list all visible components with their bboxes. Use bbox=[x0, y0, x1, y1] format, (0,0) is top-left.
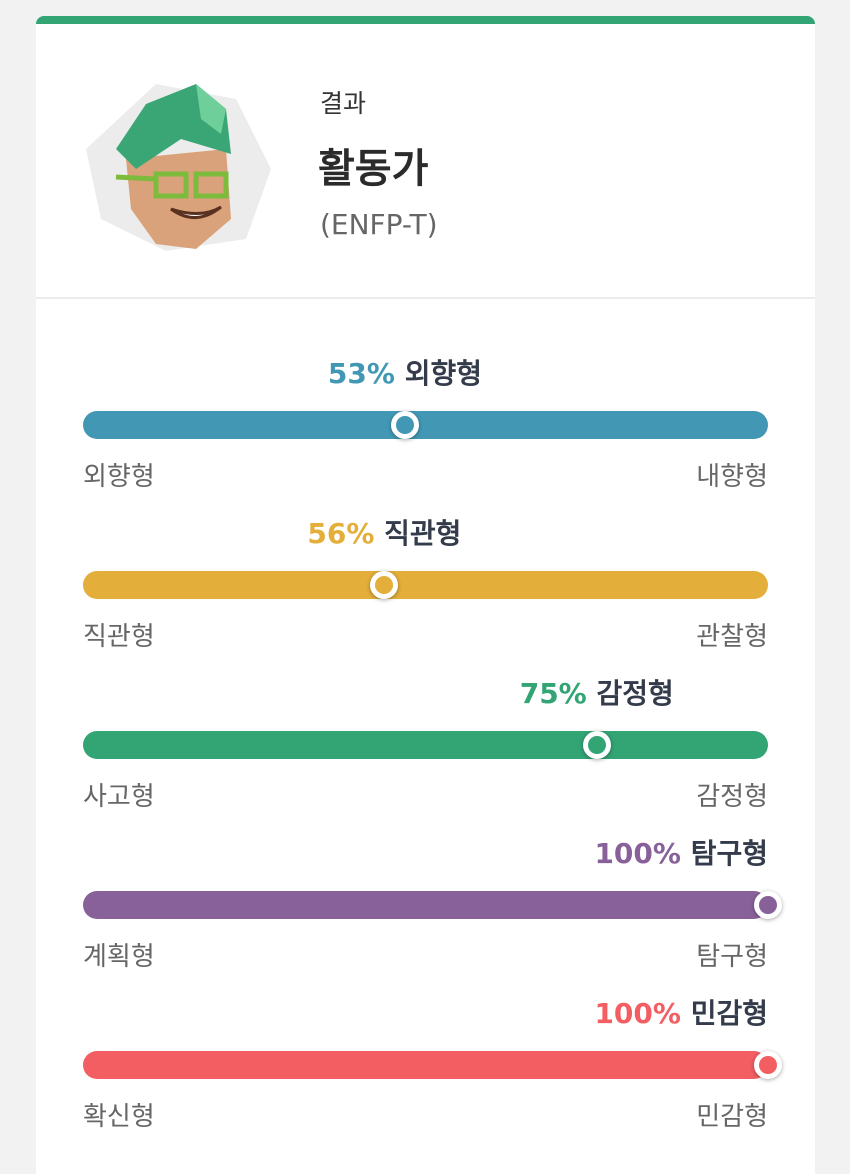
left-label: 외향형 bbox=[83, 462, 155, 492]
trait-name: 탐구형 bbox=[690, 837, 768, 870]
trait-bar bbox=[83, 1051, 768, 1079]
trait-bar bbox=[83, 411, 768, 439]
left-label: 사고형 bbox=[83, 782, 155, 812]
left-label: 직관형 bbox=[83, 622, 155, 652]
trait-knob bbox=[754, 1051, 782, 1079]
trait-percent: 75% bbox=[519, 677, 587, 710]
trait-heading: 75% 감정형 bbox=[520, 672, 674, 712]
trait-bar bbox=[83, 891, 768, 919]
avatar bbox=[86, 84, 271, 251]
trait-name: 직관형 bbox=[384, 517, 462, 550]
trait-bar bbox=[83, 731, 768, 759]
trait-heading: 53% 외향형 bbox=[328, 352, 482, 392]
right-label: 내향형 bbox=[696, 462, 768, 492]
type-name: 활동가 bbox=[318, 146, 429, 192]
trait-name: 민감형 bbox=[690, 997, 768, 1030]
trait-percent: 100% bbox=[594, 997, 681, 1030]
left-label: 확신형 bbox=[83, 1102, 155, 1132]
right-label: 관찰형 bbox=[696, 622, 768, 652]
trait-knob bbox=[390, 411, 419, 439]
trait-percent: 56% bbox=[307, 517, 375, 550]
right-label: 민감형 bbox=[696, 1102, 768, 1132]
right-label: 감정형 bbox=[696, 782, 768, 812]
trait-knob bbox=[754, 891, 782, 919]
type-code: (ENFP-T) bbox=[320, 208, 438, 241]
result-card: 결과 활동가 (ENFP-T) 53% 외향형 외향형 내향형 56% 직관형 직관형 관… bbox=[36, 16, 815, 1174]
trait-knob bbox=[582, 731, 611, 759]
trait-percent: 100% bbox=[594, 837, 681, 870]
trait-heading: 100% 민감형 bbox=[594, 992, 768, 1032]
trait-knob bbox=[370, 571, 399, 599]
trait-heading: 56% 직관형 bbox=[307, 512, 461, 552]
right-label: 탐구형 bbox=[696, 942, 768, 972]
trait-percent: 53% bbox=[327, 357, 395, 390]
left-label: 계획형 bbox=[83, 942, 155, 972]
trait-bar bbox=[83, 571, 768, 599]
trait-heading: 100% 탐구형 bbox=[594, 832, 768, 872]
trait-name: 외향형 bbox=[404, 357, 482, 390]
trait-name: 감정형 bbox=[596, 677, 674, 710]
result-label: 결과 bbox=[320, 89, 367, 118]
divider bbox=[36, 297, 815, 299]
